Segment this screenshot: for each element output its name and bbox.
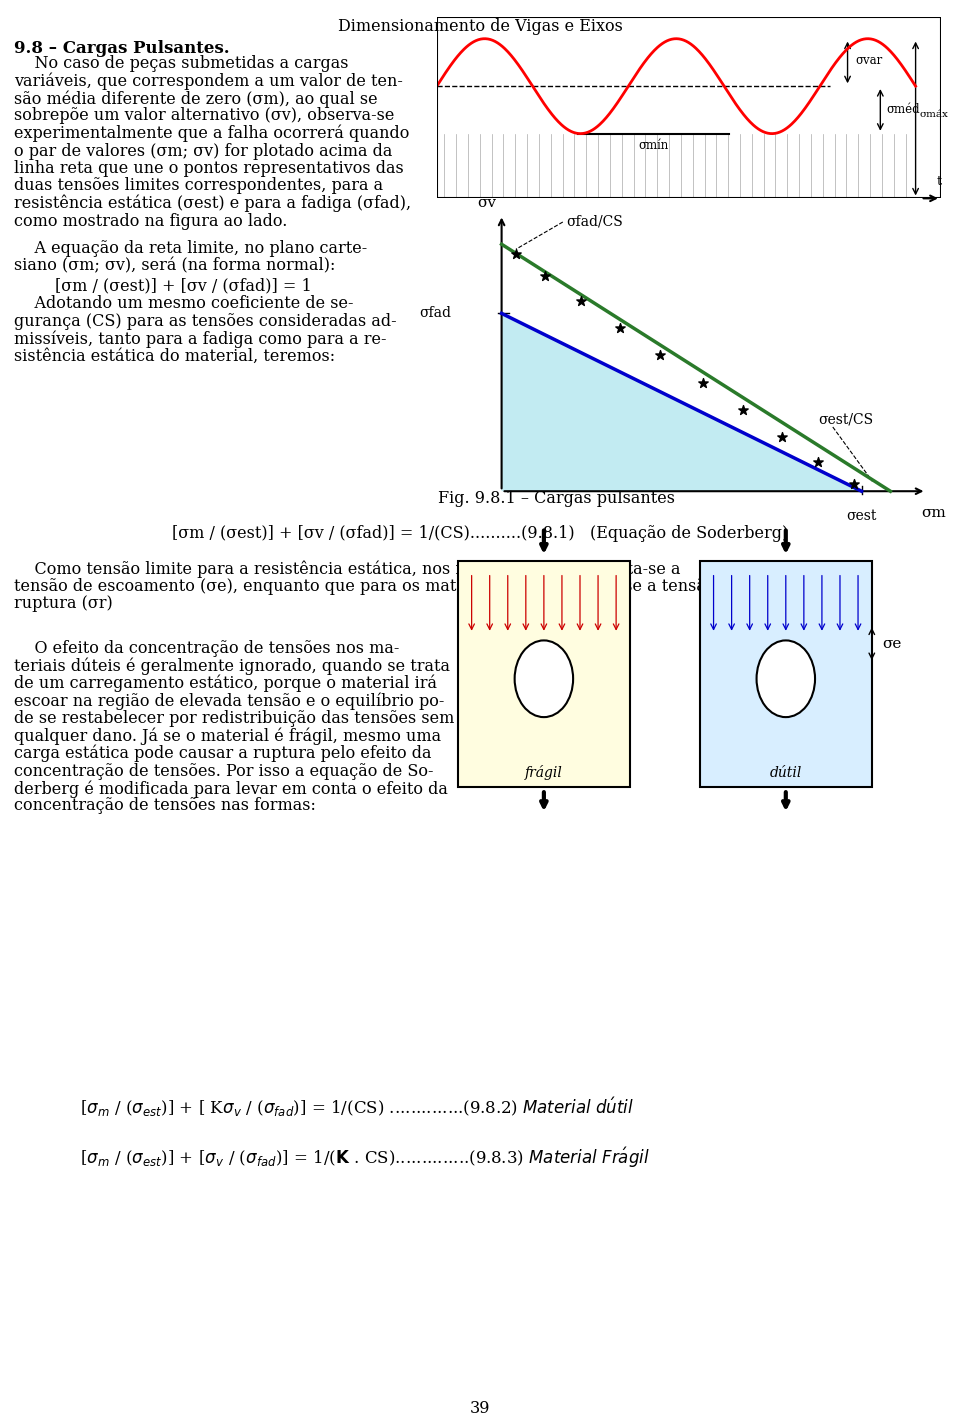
- Text: σmáx: σmáx: [920, 110, 948, 118]
- Text: Como tensão limite para a resistência estática, nos materiais dúteis, adota-se a: Como tensão limite para a resistência es…: [14, 559, 681, 578]
- Text: [$\sigma$$_m$ / ($\sigma$$_{est}$)] + [ K$\sigma$$_v$ / ($\sigma$$_{fad}$)] = 1/: [$\sigma$$_m$ / ($\sigma$$_{est}$)] + [ …: [80, 1095, 634, 1119]
- Text: são média diferente de zero (σm), ao qual se: são média diferente de zero (σm), ao qua…: [14, 90, 377, 107]
- Text: missíveis, tanto para a fadiga como para a re-: missíveis, tanto para a fadiga como para…: [14, 330, 387, 348]
- Point: [537, 265, 552, 288]
- Text: de um carregamento estático, porque o material irá: de um carregamento estático, porque o ma…: [14, 675, 437, 692]
- Text: tensão de escoamento (σe), enquanto que para os materiais frágeis, adota-se a te: tensão de escoamento (σe), enquanto que …: [14, 578, 740, 595]
- Text: [σm / (σest)] + [σv / (σfad)] = 1/(CS)..........(9.8.1)   (Equação de Soderberg): [σm / (σest)] + [σv / (σfad)] = 1/(CS)..…: [172, 525, 788, 542]
- Text: 39: 39: [469, 1400, 491, 1417]
- Text: [$\sigma$$_m$ / ($\sigma$$_{est}$)] + [$\sigma$$_v$ / ($\sigma$$_{fad}$)] = 1/($: [$\sigma$$_m$ / ($\sigma$$_{est}$)] + [$…: [80, 1144, 650, 1170]
- Text: t: t: [937, 176, 942, 188]
- Text: No caso de peças submetidas a cargas: No caso de peças submetidas a cargas: [14, 56, 348, 71]
- Text: derberg é modificada para levar em conta o efeito da: derberg é modificada para levar em conta…: [14, 781, 448, 798]
- Text: escoar na região de elevada tensão e o equilíbrio po-: escoar na região de elevada tensão e o e…: [14, 692, 444, 711]
- Text: siano (σm; σv), será (na forma normal):: siano (σm; σv), será (na forma normal):: [14, 257, 335, 274]
- Text: frágil: frágil: [525, 765, 563, 781]
- Text: A equação da reta limite, no plano carte-: A equação da reta limite, no plano carte…: [14, 240, 368, 257]
- Text: resistência estática (σest) e para a fadiga (σfad),: resistência estática (σest) e para a fad…: [14, 195, 411, 213]
- Circle shape: [756, 641, 815, 718]
- Text: linha reta que une o pontos representativos das: linha reta que une o pontos representati…: [14, 160, 404, 177]
- Text: sobrepõe um valor alternativo (σv), observa-se: sobrepõe um valor alternativo (σv), obse…: [14, 107, 395, 124]
- Text: experimentalmente que a falha ocorrerá quando: experimentalmente que a falha ocorrerá q…: [14, 126, 409, 143]
- Point: [653, 344, 668, 367]
- Text: ruptura (σr): ruptura (σr): [14, 595, 112, 612]
- Text: carga estática pode causar a ruptura pelo efeito da: carga estática pode causar a ruptura pel…: [14, 745, 431, 762]
- Text: variáveis, que correspondem a um valor de ten-: variáveis, que correspondem a um valor d…: [14, 73, 403, 90]
- Text: dútil: dútil: [770, 766, 802, 781]
- Text: σest: σest: [847, 508, 876, 522]
- Point: [847, 472, 862, 495]
- Text: Adotando um mesmo coeficiente de se-: Adotando um mesmo coeficiente de se-: [14, 295, 353, 313]
- Text: σfad: σfad: [420, 307, 451, 321]
- Text: concentração de tensões. Por isso a equação de So-: concentração de tensões. Por isso a equa…: [14, 762, 434, 779]
- Text: σvar: σvar: [855, 54, 882, 67]
- Text: gurança (CS) para as tensões consideradas ad-: gurança (CS) para as tensões considerada…: [14, 313, 396, 330]
- Text: σest/CS: σest/CS: [818, 412, 874, 427]
- Text: qualquer dano. Já se o material é frágil, mesmo uma: qualquer dano. Já se o material é frágil…: [14, 728, 442, 745]
- Text: duas tensões limites correspondentes, para a: duas tensões limites correspondentes, pa…: [14, 177, 383, 194]
- Bar: [458, 561, 630, 788]
- Text: 9.8 – Cargas Pulsantes.: 9.8 – Cargas Pulsantes.: [14, 40, 229, 57]
- Point: [612, 317, 628, 340]
- Text: σméd: σméd: [886, 103, 920, 117]
- Point: [810, 450, 826, 472]
- Point: [735, 398, 751, 421]
- Text: O efeito da concentração de tensões nos ma-: O efeito da concentração de tensões nos …: [14, 639, 399, 656]
- Point: [695, 371, 710, 394]
- Text: σfad/CS: σfad/CS: [566, 214, 623, 228]
- Text: de se restabelecer por redistribuição das tensões sem: de se restabelecer por redistribuição da…: [14, 711, 454, 726]
- Text: como mostrado na figura ao lado.: como mostrado na figura ao lado.: [14, 213, 287, 230]
- Circle shape: [515, 641, 573, 718]
- Text: σm: σm: [922, 507, 946, 519]
- Point: [573, 290, 588, 313]
- Polygon shape: [501, 314, 861, 491]
- Text: σmín: σmín: [638, 138, 669, 151]
- Text: concentração de tensões nas formas:: concentração de tensões nas formas:: [14, 798, 316, 815]
- Point: [775, 425, 790, 448]
- Text: σv: σv: [478, 195, 496, 210]
- Text: Dimensionamento de Vigas e Eixos: Dimensionamento de Vigas e Eixos: [338, 19, 622, 36]
- Text: o par de valores (σm; σv) for plotado acima da: o par de valores (σm; σv) for plotado ac…: [14, 143, 393, 160]
- Point: [509, 243, 524, 265]
- Text: sistência estática do material, teremos:: sistência estática do material, teremos:: [14, 348, 335, 364]
- Text: σe: σe: [882, 636, 901, 651]
- Text: [σm / (σest)] + [σv / (σfad)] = 1: [σm / (σest)] + [σv / (σfad)] = 1: [14, 277, 312, 294]
- Text: Fig. 9.8.1 – Cargas pulsantes: Fig. 9.8.1 – Cargas pulsantes: [438, 489, 675, 507]
- Text: teriais dúteis é geralmente ignorado, quando se trata: teriais dúteis é geralmente ignorado, qu…: [14, 658, 450, 675]
- Bar: [700, 561, 872, 788]
